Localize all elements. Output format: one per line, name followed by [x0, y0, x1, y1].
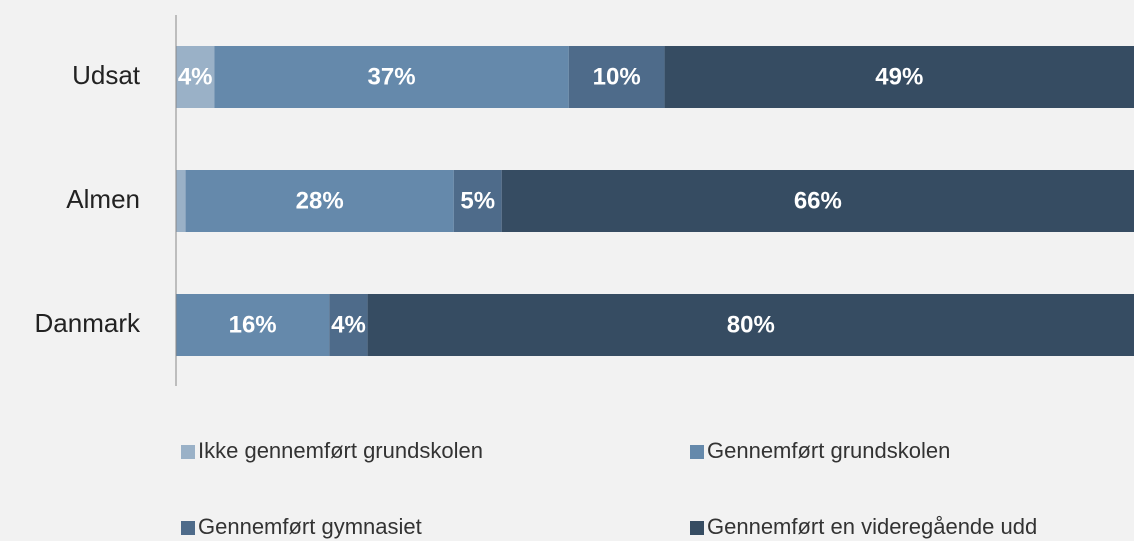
value-label: 28%	[296, 187, 344, 214]
value-label: 4%	[331, 311, 366, 338]
value-label: 49%	[875, 63, 923, 90]
legend-label: Gennemført gymnasiet	[198, 514, 422, 539]
bar-segment	[664, 46, 1134, 108]
bar-segment	[176, 46, 215, 108]
category-label: Almen	[66, 184, 140, 214]
bar-segment	[176, 170, 186, 232]
legend-label: Ikke gennemført grundskolen	[198, 438, 483, 463]
legend-marker	[690, 445, 704, 459]
value-label: 66%	[794, 187, 842, 214]
bar-segment	[568, 46, 665, 108]
value-label: 10%	[593, 63, 641, 90]
legend-label: Gennemført en videregående udd	[707, 514, 1037, 539]
value-label: 37%	[368, 63, 416, 90]
value-label: 80%	[727, 311, 775, 338]
value-label: 4%	[178, 63, 213, 90]
bar-segment	[214, 46, 569, 108]
bar-segment	[501, 170, 1134, 232]
legend-marker	[181, 521, 195, 535]
legend-marker	[181, 445, 195, 459]
value-label: 16%	[229, 311, 277, 338]
value-label: 5%	[460, 187, 495, 214]
bar-segment	[329, 294, 368, 356]
bar-segment	[185, 170, 454, 232]
category-label: Danmark	[35, 308, 141, 338]
legend-label: Gennemført grundskolen	[707, 438, 950, 463]
legend-marker	[690, 521, 704, 535]
category-label: Udsat	[72, 60, 141, 90]
bar-segment	[367, 294, 1134, 356]
bar-segment	[453, 170, 502, 232]
bar-segment	[176, 294, 330, 356]
